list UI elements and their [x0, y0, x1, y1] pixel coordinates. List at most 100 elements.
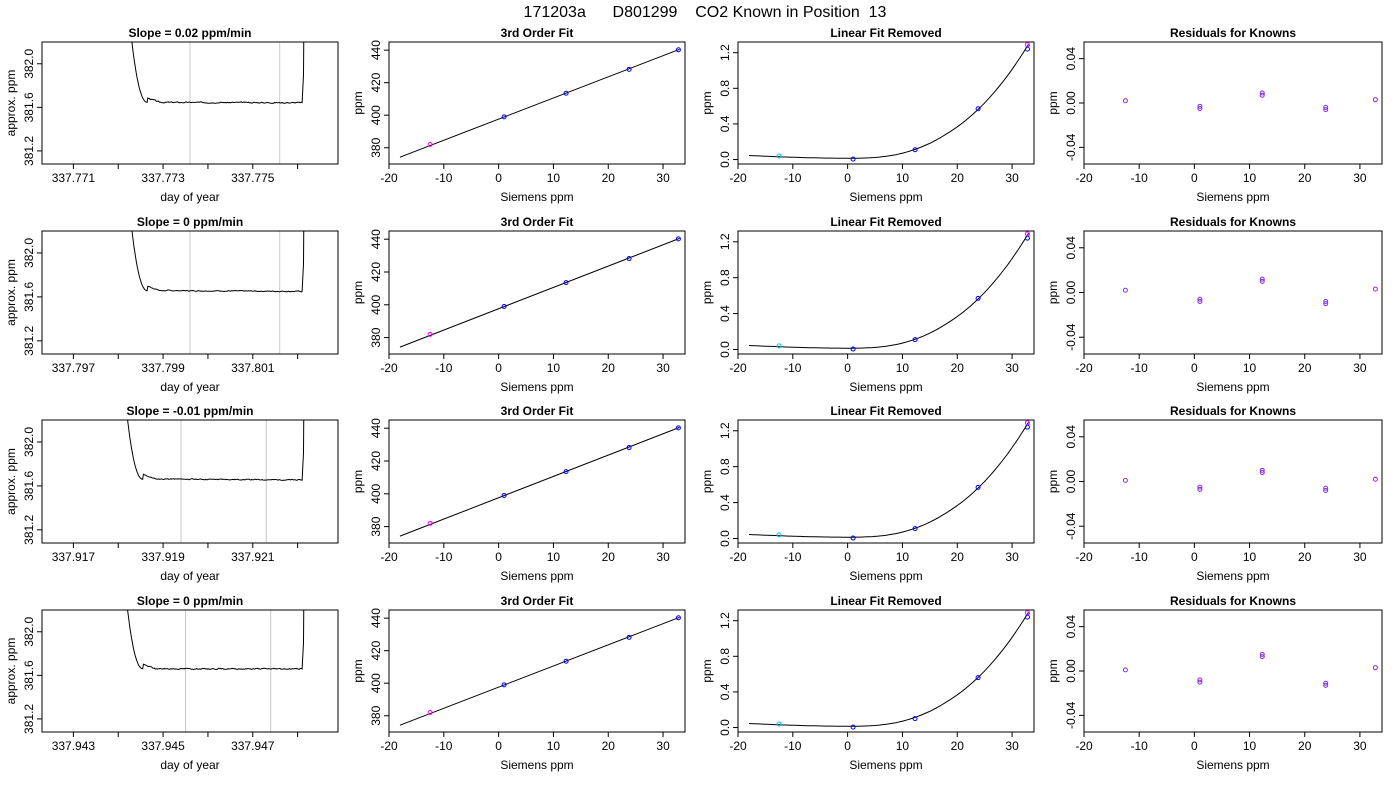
y-axis-label: ppm: [351, 91, 365, 114]
x-tick-label: -10: [435, 739, 453, 753]
panel-title: 3rd Order Fit: [501, 215, 574, 229]
x-tick-label: 0: [495, 171, 502, 185]
x-tick-label: 10: [896, 739, 910, 753]
y-tick-label: 382.0: [22, 616, 36, 646]
plot-frame: [388, 419, 686, 544]
y-axis-label: ppm: [351, 470, 365, 493]
y-tick-label: 0.4: [718, 683, 732, 700]
data-point: [1197, 296, 1203, 302]
y-tick-label: 1.2: [718, 422, 732, 439]
y-tick-label: 400: [369, 673, 383, 693]
x-axis-label: Siemens ppm: [1196, 569, 1269, 583]
data-point: [501, 682, 507, 688]
data-point: [1372, 476, 1378, 482]
x-tick-label: 10: [1243, 361, 1257, 375]
x-tick-label: -20: [729, 550, 747, 564]
y-tick-label: 382.0: [22, 427, 36, 457]
panel-title: 3rd Order Fit: [501, 594, 574, 608]
y-tick-label: -0.04: [1064, 701, 1078, 729]
data-point: [1323, 107, 1329, 113]
y-tick-label: 0.00: [1064, 280, 1078, 304]
data-point: [1122, 667, 1128, 673]
y-axis-label: approx. ppm: [4, 638, 18, 705]
y-tick-label: 0.8: [718, 269, 732, 286]
x-tick-label: -10: [1131, 171, 1149, 185]
x-tick-label: 337.773: [141, 171, 185, 185]
x-tick-label: -10: [435, 171, 453, 185]
data-point: [912, 526, 918, 532]
x-tick-label: 10: [547, 171, 561, 185]
x-tick-label: 20: [951, 550, 965, 564]
x-tick-label: -20: [729, 739, 747, 753]
data-point: [626, 445, 632, 451]
x-tick-label: 0: [1191, 361, 1198, 375]
x-tick-label: 20: [602, 550, 616, 564]
x-tick-label: 30: [1353, 361, 1367, 375]
fit-curve: [748, 232, 1029, 349]
x-tick-label: 337.917: [52, 550, 96, 564]
plot-area: [748, 611, 1029, 727]
x-tick-label: -20: [1075, 739, 1093, 753]
plot-area: [748, 43, 1029, 159]
data-point: [776, 153, 782, 159]
x-axis-label: Siemens ppm: [500, 569, 573, 583]
y-tick-label: 381.6: [22, 92, 36, 122]
plot-area: [748, 232, 1029, 349]
panel-title: Linear Fit Removed: [830, 404, 941, 418]
x-axis-label: Siemens ppm: [849, 758, 922, 772]
data-point: [1259, 467, 1265, 473]
x-tick-label: 337.771: [52, 171, 96, 185]
plot-frame: [388, 41, 686, 165]
panel-resid-row4: Residuals for Knowns Siemens ppm ppm -20 -10…: [1046, 594, 1383, 772]
x-tick-label: 30: [1005, 550, 1019, 564]
concentration-trace: [127, 420, 305, 481]
concentration-trace: [131, 42, 305, 104]
data-point: [1259, 276, 1265, 282]
y-axis-label: ppm: [700, 659, 714, 682]
x-axis-label: Siemens ppm: [1196, 380, 1269, 394]
x-axis-label: Siemens ppm: [849, 569, 922, 583]
x-tick-label: 30: [1353, 171, 1367, 185]
data-point: [975, 484, 981, 490]
y-tick-label: 0.04: [1064, 236, 1078, 260]
data-point: [1197, 484, 1203, 490]
data-point: [1122, 477, 1128, 483]
x-tick-label: 30: [656, 550, 670, 564]
panel-title: Slope = 0.02 ppm/min: [128, 26, 251, 40]
panel-title: Slope = -0.01 ppm/min: [126, 404, 253, 418]
x-axis-label: Siemens ppm: [849, 380, 922, 394]
x-tick-label: 0: [1191, 550, 1198, 564]
y-tick-label: 420: [369, 640, 383, 660]
y-tick-label: 0.0: [718, 530, 732, 547]
x-tick-label: 30: [1005, 739, 1019, 753]
data-point: [776, 721, 782, 727]
data-point: [563, 658, 569, 664]
data-point: [1323, 682, 1329, 688]
x-tick-label: 0: [495, 739, 502, 753]
plot-area: [399, 48, 680, 158]
panel-resid-row2: Residuals for Knowns Siemens ppm ppm -20 -10…: [1046, 215, 1383, 394]
y-axis-label: approx. ppm: [4, 259, 18, 326]
panel-title: Residuals for Knowns: [1170, 404, 1296, 418]
x-axis-label: day of year: [160, 380, 219, 394]
x-tick-label: 20: [951, 171, 965, 185]
panel-title: Slope = 0 ppm/min: [137, 594, 243, 608]
concentration-trace: [131, 231, 305, 293]
x-tick-label: 20: [602, 171, 616, 185]
x-axis-label: Siemens ppm: [500, 380, 573, 394]
y-tick-label: 400: [369, 483, 383, 503]
data-point: [1259, 654, 1265, 660]
x-tick-label: -20: [380, 550, 398, 564]
data-point: [975, 675, 981, 681]
plot-frame: [388, 230, 686, 355]
x-tick-label: -10: [1131, 361, 1149, 375]
x-tick-label: -20: [380, 739, 398, 753]
panel-fit-row2: 3rd Order Fit Siemens ppm ppm -20 -10 0 10 20 30…: [351, 215, 686, 394]
data-point: [912, 337, 918, 343]
y-axis-label: ppm: [1046, 470, 1060, 493]
panel-linfit-row3: Linear Fit Removed Siemens ppm ppm -20 -10 0 1…: [700, 404, 1035, 583]
panel-trace-row4: Slope = 0 ppm/min day of year approx. ppm 3…: [4, 594, 339, 772]
y-tick-label: 0.4: [718, 494, 732, 511]
fit-curve: [748, 611, 1029, 727]
